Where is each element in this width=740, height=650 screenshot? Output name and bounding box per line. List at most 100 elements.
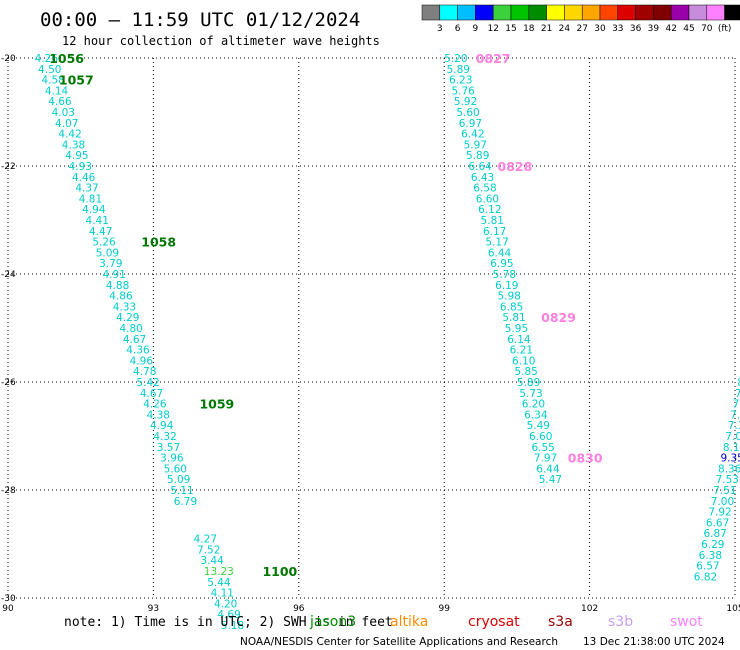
wave-height-value: 4.38 <box>147 409 170 421</box>
color-scale-swatch <box>617 4 636 21</box>
wave-height-value: 4.27 <box>194 534 217 546</box>
wave-height-value: 6.38 <box>699 550 722 562</box>
wave-height-value: 4.32 <box>153 431 176 443</box>
wave-height-value: 5.44 <box>207 577 231 589</box>
wave-height-value: 4.81 <box>79 193 102 205</box>
wave-height-value: 6.64 <box>468 161 492 173</box>
color-scale-swatch <box>670 4 690 21</box>
wave-height-value: 4.94 <box>82 204 106 216</box>
wave-height-value: 6.17 <box>483 226 506 238</box>
wave-height-value: 4.93 <box>69 161 92 173</box>
wave-height-value: 4.07 <box>55 118 78 130</box>
wave-height-value: 4.41 <box>86 215 109 227</box>
wave-height-value: 7.00 <box>711 496 734 508</box>
color-scale-label: 12 <box>487 24 498 34</box>
color-scale-label: 21 <box>541 24 552 34</box>
wave-height-value: 6.42 <box>461 129 484 141</box>
wave-height-value: 5.42 <box>136 377 159 389</box>
plot-grid <box>7 57 736 599</box>
color-scale-label: 24 <box>559 24 571 34</box>
wave-height-value: 5.09 <box>167 474 190 486</box>
pass-time-label: 0828 <box>498 159 533 174</box>
legend-entry: s3b <box>608 614 633 630</box>
wave-height-value: 4.69 <box>217 609 240 621</box>
wave-height-value: 6.97 <box>459 118 482 130</box>
wave-height-value: 5.20 <box>444 53 467 65</box>
color-scale-swatch <box>492 4 512 21</box>
wave-height-points: 4.264.504.584.144.664.034.074.424.384.95… <box>35 53 740 632</box>
wave-height-value: 6.44 <box>488 247 512 259</box>
x-tick-label: 105 <box>726 604 740 614</box>
pass-time-label: 1056 <box>49 51 84 66</box>
color-scale-swatch <box>510 4 530 21</box>
color-scale-swatch <box>706 4 725 21</box>
wave-height-value: 4.94 <box>150 420 174 432</box>
wave-height-value: 7 <box>735 388 740 400</box>
wave-height-value: 8.1 <box>723 442 740 454</box>
wave-height-value: 6.85 <box>500 301 523 313</box>
wave-height-value: 5.76 <box>451 85 475 97</box>
pass-time-label: 0829 <box>541 310 576 325</box>
wave-height-value: 7.97 <box>534 453 557 465</box>
wave-height-value: 8 <box>737 377 740 389</box>
wave-height-value: 5.18 <box>221 620 244 632</box>
color-scale-label: 33 <box>612 24 623 34</box>
y-tick-label: -26 <box>1 378 16 388</box>
wave-height-value: 5.47 <box>539 474 562 486</box>
wave-height-value: 8.36 <box>718 463 740 475</box>
y-tick-label: -28 <box>1 486 16 496</box>
wave-height-value: 4.37 <box>75 183 98 195</box>
wave-height-value: 6.55 <box>531 442 554 454</box>
x-tick-label: 99 <box>438 604 450 614</box>
wave-height-value: 5.95 <box>505 323 528 335</box>
wave-height-value: 5.81 <box>502 312 525 324</box>
color-scale-swatch <box>724 4 740 21</box>
color-scale-label: 42 <box>665 24 676 34</box>
wave-height-value: 6.20 <box>522 399 545 411</box>
color-scale-label: 45 <box>683 24 694 34</box>
pass-time-label: 1058 <box>141 235 176 250</box>
wave-height-value: 4.26 <box>143 399 167 411</box>
wave-height-value: 6.14 <box>507 334 531 346</box>
pass-time-label: 0830 <box>568 451 603 466</box>
pass-time-label: 1057 <box>59 73 94 88</box>
wave-height-value: 4.78 <box>133 366 156 378</box>
wave-height-value: 7.3 <box>728 420 740 432</box>
x-tick-label: 96 <box>293 604 305 614</box>
wave-height-value: 4.11 <box>211 588 234 600</box>
wave-height-value: 13.23 <box>204 566 234 578</box>
color-scale-label: 6 <box>455 24 461 34</box>
pass-time-label: 1100 <box>262 564 297 579</box>
wave-height-value: 5.11 <box>170 485 193 497</box>
wave-height-value: 6.10 <box>512 355 535 367</box>
footer-note: note: 1) Time is in UTC; 2) SWH is in fe… <box>64 615 393 630</box>
color-scale-label: 70 <box>701 24 713 34</box>
wave-height-value: 6.95 <box>490 258 513 270</box>
wave-height-value: 4.33 <box>113 301 136 313</box>
wave-height-value: 4.36 <box>126 345 150 357</box>
wave-height-value: 5.81 <box>481 215 504 227</box>
wave-height-value: 9.35 <box>720 453 740 465</box>
wave-height-value: 6.44 <box>536 463 560 475</box>
color-scale-swatch <box>546 4 565 21</box>
wave-height-value: 5.98 <box>498 291 521 303</box>
pass-time-label: 0827 <box>476 51 511 66</box>
wave-height-value: 5.60 <box>164 463 187 475</box>
color-scale-swatch <box>653 4 672 21</box>
x-tick-label: 93 <box>148 604 159 614</box>
wave-height-value: 6.79 <box>174 496 197 508</box>
wave-height-value: 6.12 <box>478 204 501 216</box>
legend-entry: s3a <box>548 614 573 630</box>
wave-height-value: 7.3 <box>730 409 740 421</box>
color-scale-label: (ft) <box>718 24 732 34</box>
wave-height-value: 6.19 <box>495 280 518 292</box>
wave-height-value: 5.89 <box>466 150 489 162</box>
wave-height-value: 4.42 <box>58 129 81 141</box>
wave-height-value: 4.50 <box>38 64 61 76</box>
y-tick-label: -22 <box>1 162 16 172</box>
wave-height-value: 5.78 <box>493 269 516 281</box>
pass-time-labels: 1056 1057 1058 1059 1100 0827 0828 0829 0830 <box>49 51 603 579</box>
wave-height-value: 5.49 <box>527 420 550 432</box>
